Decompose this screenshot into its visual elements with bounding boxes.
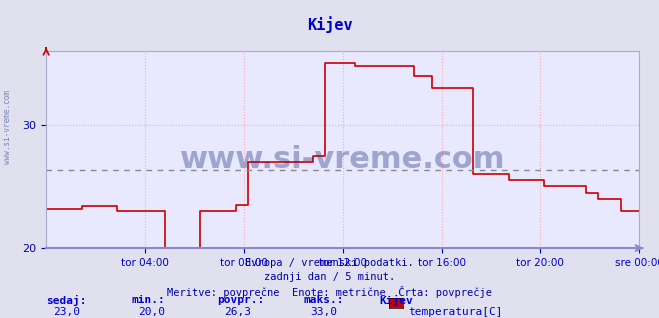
Text: Kijev: Kijev	[379, 295, 413, 306]
Text: www.si-vreme.com: www.si-vreme.com	[180, 145, 505, 174]
Text: Meritve: povprečne  Enote: metrične  Črta: povprečje: Meritve: povprečne Enote: metrične Črta:…	[167, 286, 492, 298]
Text: Kijev: Kijev	[306, 16, 353, 33]
Text: 23,0: 23,0	[53, 307, 80, 317]
Text: Evropa / vremenski podatki.: Evropa / vremenski podatki.	[245, 258, 414, 267]
Text: 33,0: 33,0	[310, 307, 337, 317]
Text: zadnji dan / 5 minut.: zadnji dan / 5 minut.	[264, 272, 395, 282]
Text: sedaj:: sedaj:	[46, 295, 86, 306]
Text: 20,0: 20,0	[138, 307, 165, 317]
Text: maks.:: maks.:	[303, 295, 343, 305]
Text: 26,3: 26,3	[224, 307, 251, 317]
Text: min.:: min.:	[132, 295, 165, 305]
Text: povpr.:: povpr.:	[217, 295, 265, 305]
Text: www.si-vreme.com: www.si-vreme.com	[3, 90, 13, 164]
Text: temperatura[C]: temperatura[C]	[409, 307, 503, 317]
